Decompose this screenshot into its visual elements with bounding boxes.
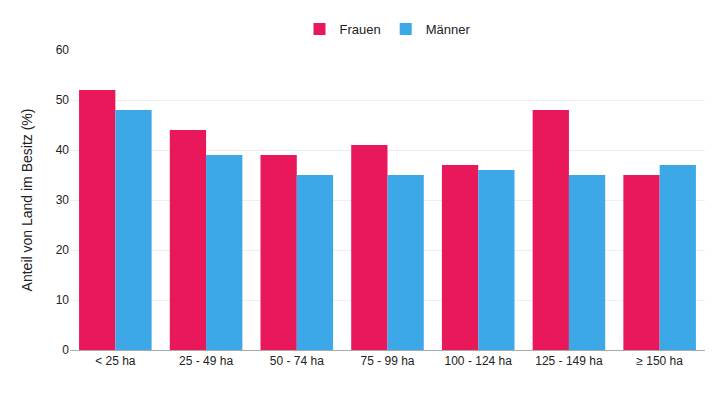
svg-text:40: 40 xyxy=(56,143,70,157)
svg-text:0: 0 xyxy=(62,343,69,357)
svg-text:20: 20 xyxy=(56,243,70,257)
svg-text:100 - 124 ha: 100 - 124 ha xyxy=(445,354,513,368)
svg-text:125 - 149 ha: 125 - 149 ha xyxy=(535,354,603,368)
svg-text:10: 10 xyxy=(56,293,70,307)
svg-text:< 25 ha: < 25 ha xyxy=(95,354,136,368)
svg-text:25 - 49 ha: 25 - 49 ha xyxy=(179,354,233,368)
svg-text:75 - 99 ha: 75 - 99 ha xyxy=(360,354,414,368)
svg-text:50: 50 xyxy=(56,93,70,107)
svg-text:≥ 150 ha: ≥ 150 ha xyxy=(636,354,683,368)
svg-text:50 - 74 ha: 50 - 74 ha xyxy=(270,354,324,368)
svg-text:Frauen: Frauen xyxy=(340,22,381,37)
svg-text:Männer: Männer xyxy=(426,22,471,37)
svg-text:Anteil von Land im Besitz (%): Anteil von Land im Besitz (%) xyxy=(19,109,35,292)
svg-text:30: 30 xyxy=(56,193,70,207)
svg-text:60: 60 xyxy=(56,43,70,57)
